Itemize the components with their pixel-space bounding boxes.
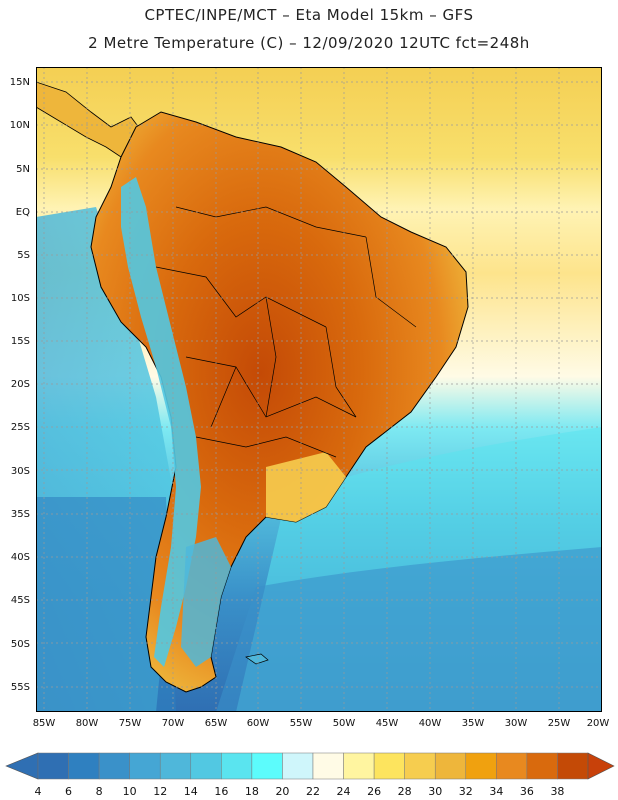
lon-label: 55W bbox=[290, 718, 313, 729]
lat-label: 10S bbox=[11, 293, 30, 304]
colorbar-label: 26 bbox=[367, 785, 381, 798]
colorbar-low-arrow bbox=[5, 752, 39, 780]
colorbar-swatch bbox=[312, 752, 344, 780]
colorbar-swatch bbox=[373, 752, 405, 780]
map-canvas bbox=[36, 67, 602, 712]
lat-label: 30S bbox=[11, 466, 30, 477]
south-pacific-cold bbox=[36, 497, 176, 712]
lat-label: 10N bbox=[10, 120, 30, 131]
colorbar-label: 4 bbox=[35, 785, 42, 798]
longitude-labels: 85W 80W 75W 70W 65W 60W 55W 50W 45W 40W … bbox=[33, 718, 610, 729]
colorbar-swatch bbox=[496, 752, 528, 780]
falkland-islands bbox=[245, 653, 269, 665]
colorbar-swatch bbox=[434, 752, 467, 780]
lon-label: 40W bbox=[419, 718, 442, 729]
colorbar-label: 16 bbox=[214, 785, 228, 798]
lat-label: 25S bbox=[11, 422, 30, 433]
colorbar-swatch bbox=[68, 752, 100, 780]
temperature-map bbox=[36, 67, 602, 712]
colorbar-swatch bbox=[159, 752, 192, 780]
lat-label: 40S bbox=[11, 552, 30, 563]
lon-label: 35W bbox=[462, 718, 485, 729]
colorbar-label: 32 bbox=[459, 785, 473, 798]
colorbar-swatch bbox=[190, 752, 222, 780]
andes-cold-strip bbox=[121, 177, 201, 667]
lat-label: 50S bbox=[11, 639, 30, 650]
lat-lon-grid bbox=[36, 67, 602, 712]
colorbar-swatch bbox=[98, 752, 130, 780]
lat-label: 5N bbox=[16, 164, 30, 175]
colorbar-swatch bbox=[129, 752, 161, 780]
lon-label: 70W bbox=[162, 718, 185, 729]
colorbar-swatch bbox=[343, 752, 375, 780]
lat-label: 15N bbox=[10, 77, 30, 88]
lat-label: 35S bbox=[11, 509, 30, 520]
colorbar-swatch bbox=[251, 752, 283, 780]
patagonia-cool bbox=[181, 537, 231, 667]
colorbar-label: 20 bbox=[275, 785, 289, 798]
map-border bbox=[36, 67, 602, 712]
lat-label: 55S bbox=[11, 682, 30, 693]
colorbar-label: 6 bbox=[65, 785, 72, 798]
latitude-labels: 15N 10N 5N EQ 5S 10S 15S 20S 25S 30S 35S… bbox=[10, 77, 30, 693]
colorbar-swatch bbox=[557, 752, 589, 780]
colorbar-label: 36 bbox=[520, 785, 534, 798]
colorbar-label: 10 bbox=[123, 785, 137, 798]
colorbar-swatch bbox=[221, 752, 253, 780]
lon-label: 80W bbox=[76, 718, 99, 729]
colorbar-label: 14 bbox=[184, 785, 198, 798]
lon-label: 45W bbox=[376, 718, 399, 729]
lon-label: 20W bbox=[587, 718, 610, 729]
lat-label: 15S bbox=[11, 336, 30, 347]
lon-label: 50W bbox=[333, 718, 356, 729]
colorbar-swatch bbox=[37, 752, 69, 780]
lat-label: 5S bbox=[17, 250, 30, 261]
southern-warm-zone bbox=[266, 452, 346, 522]
lon-label: 60W bbox=[247, 718, 270, 729]
colorbar-label: 28 bbox=[398, 785, 412, 798]
colorbar-label: 18 bbox=[245, 785, 259, 798]
colorbar-label: 30 bbox=[428, 785, 442, 798]
colorbar-swatch bbox=[282, 752, 314, 780]
colorbar-label: 22 bbox=[306, 785, 320, 798]
lon-label: 30W bbox=[505, 718, 528, 729]
colorbar-label: 34 bbox=[489, 785, 503, 798]
colorbar-swatch bbox=[526, 752, 558, 780]
colorbar-swatch bbox=[465, 752, 497, 780]
colorbar-high-arrow bbox=[587, 752, 615, 780]
map-subtitle: 2 Metre Temperature (C) – 12/09/2020 12U… bbox=[88, 34, 530, 52]
colorbar: 4 6 8 10 12 14 16 18 20 22 24 26 28 30 32 34 36 38 bbox=[5, 752, 615, 798]
colorbar-label: 12 bbox=[153, 785, 167, 798]
lat-label: EQ bbox=[16, 207, 30, 218]
colorbar-label: 24 bbox=[337, 785, 351, 798]
colorbar-label: 8 bbox=[96, 785, 103, 798]
lat-label: 45S bbox=[11, 595, 30, 606]
colorbar-swatch bbox=[404, 752, 436, 780]
lon-label: 85W bbox=[33, 718, 56, 729]
lon-label: 75W bbox=[119, 718, 142, 729]
colorbar-label: 38 bbox=[550, 785, 564, 798]
country-borders bbox=[155, 206, 417, 458]
lon-label: 25W bbox=[548, 718, 571, 729]
map-title: CPTEC/INPE/MCT – Eta Model 15km – GFS bbox=[144, 6, 474, 24]
lon-label: 65W bbox=[205, 718, 228, 729]
atlantic-cold-band bbox=[216, 547, 602, 712]
lat-label: 20S bbox=[11, 379, 30, 390]
